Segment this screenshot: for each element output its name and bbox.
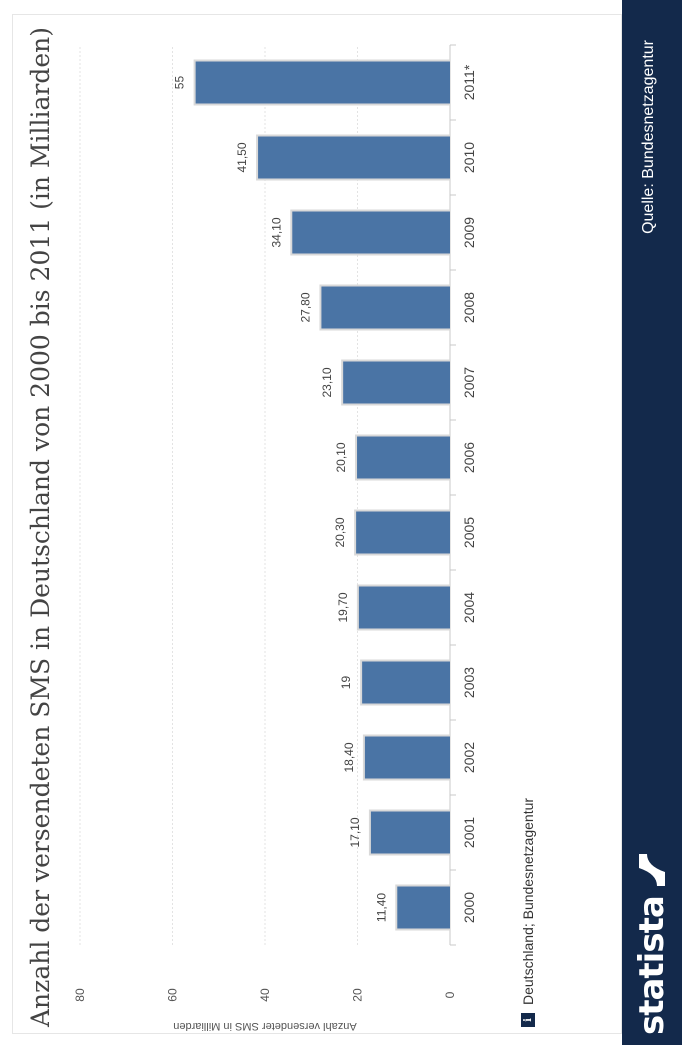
bar (358, 586, 451, 629)
statista-logo[interactable]: statista (628, 852, 676, 1035)
category-label: 2003 (461, 667, 477, 698)
y-tick-label: 0 (443, 991, 457, 998)
category-label: 2000 (461, 892, 477, 923)
bar (356, 511, 450, 554)
y-tick-label: 80 (73, 988, 87, 1002)
data-label: 27,80 (298, 292, 312, 322)
data-label: 11,40 (374, 893, 388, 922)
category-label: 2011* (461, 64, 477, 100)
bar (370, 811, 451, 854)
bar (195, 61, 450, 104)
y-tick-label: 40 (258, 988, 272, 1002)
bar (397, 886, 450, 929)
data-label: 17,10 (348, 817, 362, 847)
y-axis-label: Anzahl versendeter SMS in Milliarden (173, 1020, 356, 1032)
bar (292, 211, 450, 254)
y-tick-label: 20 (351, 988, 365, 1002)
chart-note: i Deutschland; Bundesnetzagentur (520, 798, 536, 1027)
data-label: 19 (339, 676, 353, 690)
category-label: 2001 (461, 817, 477, 848)
bar (343, 361, 451, 404)
category-label: 2007 (461, 367, 477, 398)
bar (258, 136, 450, 179)
category-label: 2002 (461, 742, 477, 773)
chart-frame (12, 14, 622, 1034)
note-text: Deutschland; Bundesnetzagentur (520, 797, 536, 1005)
category-label: 2005 (461, 517, 477, 548)
category-label: 2008 (461, 292, 477, 323)
source-text: Quelle: Bundesnetzagentur (640, 40, 657, 234)
data-label: 19,70 (336, 592, 350, 622)
category-label: 2009 (461, 217, 477, 248)
data-label: 41,50 (235, 142, 249, 172)
bar (357, 436, 451, 479)
footer-bar: statista Quelle: Bundesnetzagentur (622, 0, 682, 1045)
data-label: 34,10 (269, 217, 283, 247)
category-label: 2010 (461, 142, 477, 173)
data-label: 18,40 (342, 742, 356, 772)
brand-name: statista (632, 896, 672, 1035)
data-label: 23,10 (320, 367, 334, 397)
statista-logo-icon (639, 854, 665, 887)
bar-chart: 0 20 40 60 80 Anzahl versendeter SMS in Milli… (73, 44, 477, 1032)
category-label: 2006 (461, 442, 477, 473)
bar (321, 286, 450, 329)
bar (364, 736, 450, 779)
data-label: 55 (173, 76, 187, 90)
info-icon[interactable]: i (521, 1013, 535, 1027)
bar (362, 661, 450, 704)
data-label: 20,10 (334, 442, 348, 472)
data-label: 20,30 (333, 517, 347, 547)
y-tick-label: 60 (166, 988, 180, 1002)
category-label: 2004 (461, 592, 477, 623)
chart-title: Anzahl der versendeten SMS in Deutschlan… (26, 27, 55, 1027)
